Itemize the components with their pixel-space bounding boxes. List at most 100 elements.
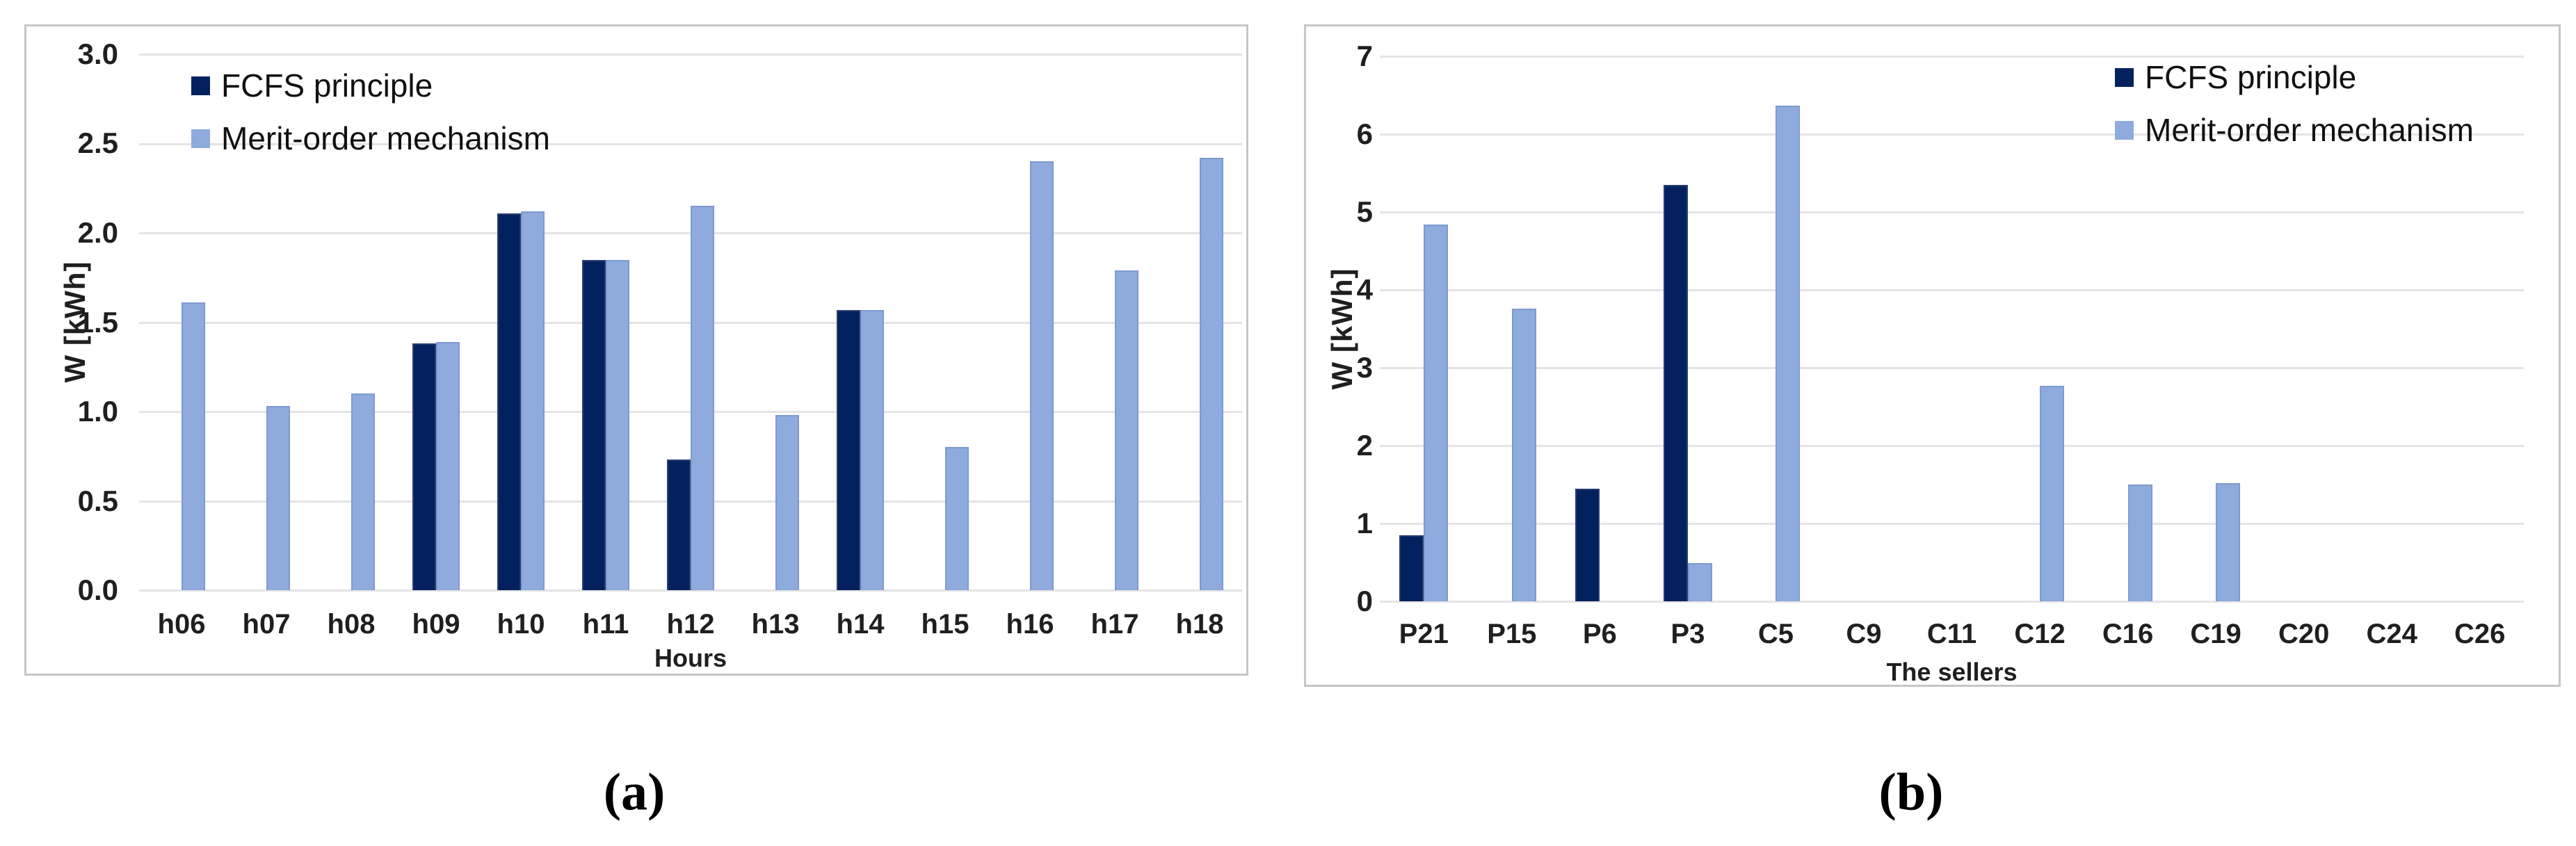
legend-item-merit: Merit-order mechanism (191, 120, 550, 157)
bar-merit-P15 (1512, 309, 1536, 601)
x-tick-label: C24 (2366, 619, 2417, 649)
y-tick-label: 0 (1356, 585, 1373, 617)
x-tick-label: P21 (1399, 619, 1449, 649)
bar-merit-h13 (775, 415, 799, 590)
gridline (1380, 56, 2524, 58)
legend-b: FCFS principle Merit-order mechanism (2115, 58, 2474, 149)
x-tick-label: h14 (836, 609, 885, 640)
bar-merit-P21 (1424, 225, 1448, 601)
x-tick-label: h12 (666, 609, 715, 640)
y-tick-label: 1 (1356, 507, 1373, 539)
bar-fcfs-h11 (582, 260, 606, 590)
bar-fcfs-h10 (497, 213, 521, 590)
y-axis-tick-labels: 7 6 5 4 3 2 1 0 (1316, 40, 1373, 617)
gridline (139, 54, 1242, 56)
bar-merit-C16 (2128, 485, 2152, 601)
legend-label-fcfs: FCFS principle (221, 67, 433, 104)
x-tick-label: h15 (921, 609, 969, 640)
bar-fcfs-h14 (837, 310, 860, 590)
y-tick-label: 4 (1356, 273, 1373, 306)
y-tick-label: 1.0 (77, 394, 118, 428)
y-tick-label: 3.0 (77, 38, 118, 70)
x-tick-label: C5 (1757, 619, 1794, 649)
gridline (1380, 445, 2524, 447)
legend-a: FCFS principle Merit-order mechanism (191, 67, 550, 157)
y-tick-label: 5 (1356, 195, 1373, 228)
x-tick-label: C16 (2102, 619, 2154, 649)
gridline (1380, 211, 2524, 213)
y-tick-label: 2.5 (77, 127, 118, 160)
y-tick-label: 2.0 (77, 215, 118, 249)
y-tick-label: 0.5 (77, 484, 118, 517)
x-tick-label: P6 (1582, 619, 1617, 649)
bar-merit-h09 (436, 342, 460, 590)
gridline (1380, 133, 2524, 136)
x-axis-tick-labels: h06 h07 h08 h09 h10 h11 h12 h13 h14 h15 h16 h17 h18 (139, 609, 1242, 644)
y-tick-label: 3 (1356, 351, 1373, 384)
bar-merit-h10 (521, 211, 545, 590)
bar-fcfs-P6 (1575, 489, 1600, 601)
x-tick-label: P15 (1487, 619, 1537, 649)
x-tick-label: C19 (2190, 619, 2241, 649)
fcfs-legend-swatch-icon (2115, 67, 2134, 87)
gridline (1380, 601, 2524, 603)
gridline (1380, 367, 2524, 369)
legend-item-fcfs: FCFS principle (191, 67, 550, 104)
bar-merit-C5 (1776, 106, 1800, 601)
legend-label-merit: Merit-order mechanism (221, 120, 550, 156)
caption-a: (a) (603, 763, 666, 822)
plot-area-b (1380, 56, 2524, 603)
y-tick-label: 2 (1356, 429, 1373, 462)
x-tick-label: C9 (1846, 619, 1882, 649)
bar-merit-h15 (945, 447, 969, 590)
x-tick-label: h16 (1006, 609, 1054, 640)
x-axis-title: Hours (654, 644, 727, 672)
bar-merit-h11 (606, 260, 629, 590)
bar-merit-P3 (1688, 563, 1712, 601)
caption-b: (b) (1878, 763, 1944, 822)
bar-merit-h06 (182, 302, 205, 590)
x-tick-label: h08 (327, 609, 376, 640)
x-tick-label: h18 (1175, 609, 1224, 640)
bar-merit-h18 (1200, 158, 1223, 590)
gridline (139, 589, 1242, 592)
legend-item-fcfs: FCFS principle (2115, 58, 2474, 96)
y-tick-label: 7 (1356, 40, 1373, 72)
bar-merit-h14 (860, 310, 884, 590)
x-tick-label: h13 (751, 609, 800, 640)
x-tick-label: C26 (2454, 619, 2506, 649)
bar-merit-h17 (1115, 270, 1138, 590)
bar-merit-h12 (691, 206, 714, 590)
merit-legend-swatch-icon (191, 129, 210, 148)
x-tick-label: C20 (2278, 619, 2330, 649)
bar-merit-h07 (266, 406, 290, 590)
bar-merit-h08 (351, 393, 375, 590)
y-axis-tick-labels: 3.0 2.5 2.0 1.5 1.0 0.5 0.0 (40, 38, 118, 606)
x-tick-label: h07 (242, 609, 291, 640)
x-axis-title: The sellers (1886, 658, 2018, 686)
x-tick-label: C12 (2014, 619, 2066, 649)
bar-fcfs-h12 (667, 459, 691, 590)
bar-fcfs-h09 (412, 343, 436, 590)
x-tick-label: h06 (157, 609, 206, 640)
gridline (139, 143, 1242, 145)
x-tick-label: h10 (497, 609, 545, 640)
x-tick-label: h09 (412, 609, 460, 640)
x-axis-tick-labels: P21 P15 P6 P3 C5 C9 C11 C12 C16 C19 C20 C24 C26 (1380, 619, 2524, 653)
chart-panel-a: W [kWh] 3.0 2.5 2.0 1.5 1.0 0.5 0.0 h06 h07 h08 h… (24, 24, 1248, 676)
x-tick-label: h11 (582, 609, 629, 640)
bar-merit-C12 (2040, 386, 2064, 601)
legend-item-merit: Merit-order mechanism (2115, 111, 2474, 149)
fcfs-legend-swatch-icon (191, 76, 210, 95)
gridline (1380, 289, 2524, 291)
merit-legend-swatch-icon (2115, 120, 2134, 140)
y-tick-label: 0.0 (77, 574, 118, 606)
gridline (1380, 523, 2524, 525)
y-tick-label: 6 (1356, 117, 1373, 150)
bar-fcfs-P3 (1664, 185, 1688, 601)
x-tick-label: C11 (1926, 619, 1977, 649)
bar-merit-C19 (2216, 483, 2240, 601)
plot-area-a (139, 54, 1242, 592)
x-tick-label: P3 (1671, 619, 1705, 649)
